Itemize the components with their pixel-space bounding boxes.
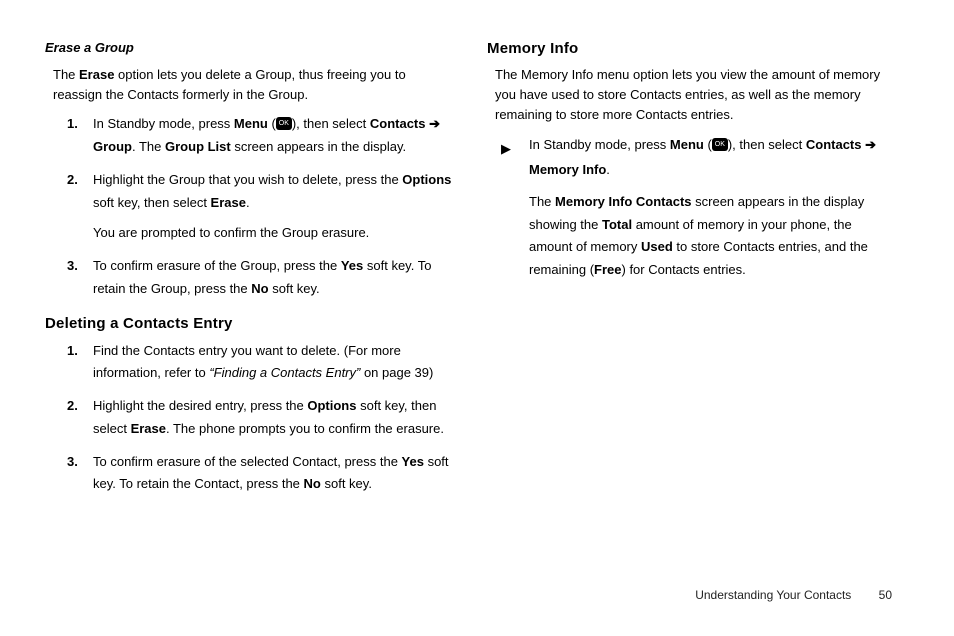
list-item: 3. To confirm erasure of the selected Co…: [45, 451, 452, 497]
arrow-icon: ➔: [429, 116, 440, 131]
memory-info-steps: ▶ In Standby mode, press Menu (OK), then…: [487, 133, 894, 281]
text-bold: Erase: [131, 421, 166, 436]
text-bold: No: [304, 476, 321, 491]
text: .: [606, 162, 610, 177]
step-number: 2.: [67, 395, 78, 418]
list-item: ▶ In Standby mode, press Menu (OK), then…: [487, 133, 894, 281]
deleting-steps: 1. Find the Contacts entry you want to d…: [45, 340, 452, 497]
step-number: 3.: [67, 255, 78, 278]
text-bold: No: [251, 281, 268, 296]
text: In Standby mode, press: [93, 116, 234, 131]
footer-page-number: 50: [879, 588, 892, 602]
heading-erase-a-group: Erase a Group: [45, 40, 452, 55]
text: screen appears in the display.: [231, 139, 406, 154]
text-bold: Memory Info: [529, 162, 606, 177]
heading-deleting-contacts: Deleting a Contacts Entry: [45, 315, 452, 332]
step-number: 1.: [67, 340, 78, 363]
text: To confirm erasure of the selected Conta…: [93, 454, 402, 469]
text: (: [268, 116, 276, 131]
step-number: 3.: [67, 451, 78, 474]
erase-group-intro: The Erase option lets you delete a Group…: [53, 65, 452, 105]
left-column: Erase a Group The Erase option lets you …: [45, 40, 452, 510]
text-bold: Used: [641, 239, 673, 254]
text-italic: “Finding a Contacts Entry”: [209, 365, 360, 380]
step-number: 2.: [67, 169, 78, 192]
right-column: Memory Info The Memory Info menu option …: [487, 40, 894, 510]
text: ) for Contacts entries.: [622, 262, 746, 277]
page-footer: Understanding Your Contacts 50: [695, 588, 892, 602]
text: soft key.: [269, 281, 320, 296]
text-bold: Menu: [234, 116, 268, 131]
text-bold: Options: [307, 398, 356, 413]
text-bold: Menu: [670, 137, 704, 152]
text-bold: Memory Info Contacts: [555, 194, 692, 209]
text: . The phone prompts you to confirm the e…: [166, 421, 444, 436]
ok-key-icon: OK: [276, 117, 292, 130]
text: . The: [132, 139, 165, 154]
step-number: 1.: [67, 113, 78, 136]
text: To confirm erasure of the Group, press t…: [93, 258, 341, 273]
list-item: 2. Highlight the Group that you wish to …: [45, 169, 452, 245]
text-bold: Contacts: [806, 137, 862, 152]
text: .: [246, 195, 250, 210]
list-item: 2. Highlight the desired entry, press th…: [45, 395, 452, 441]
triangle-bullet-icon: ▶: [501, 137, 511, 162]
text: soft key, then select: [93, 195, 211, 210]
text-bold: Yes: [402, 454, 424, 469]
text: Highlight the Group that you wish to del…: [93, 172, 402, 187]
text-bold: Yes: [341, 258, 363, 273]
text: The: [529, 194, 555, 209]
list-item: 3. To confirm erasure of the Group, pres…: [45, 255, 452, 301]
arrow-icon: ➔: [865, 137, 876, 152]
text-bold: Free: [594, 262, 621, 277]
footer-section-title: Understanding Your Contacts: [695, 588, 851, 602]
text: In Standby mode, press: [529, 137, 670, 152]
text: The: [53, 67, 79, 82]
text: (: [704, 137, 712, 152]
text: on page 39): [360, 365, 433, 380]
text-bold: Options: [402, 172, 451, 187]
text-bold: Group List: [165, 139, 231, 154]
text-bold: Group: [93, 139, 132, 154]
list-item: 1. Find the Contacts entry you want to d…: [45, 340, 452, 386]
text-bold: Contacts: [370, 116, 426, 131]
text-bold: Erase: [211, 195, 246, 210]
memory-info-intro: The Memory Info menu option lets you vie…: [495, 65, 894, 125]
text: Highlight the desired entry, press the: [93, 398, 307, 413]
step-note: You are prompted to confirm the Group er…: [93, 222, 452, 245]
page-columns: Erase a Group The Erase option lets you …: [45, 40, 894, 510]
ok-key-icon: OK: [712, 138, 728, 151]
list-item: 1. In Standby mode, press Menu (OK), the…: [45, 113, 452, 159]
text: soft key.: [321, 476, 372, 491]
text-bold: Total: [602, 217, 632, 232]
text: ), then select: [292, 116, 370, 131]
heading-memory-info: Memory Info: [487, 40, 894, 57]
text-bold: Erase: [79, 67, 114, 82]
text: ), then select: [728, 137, 806, 152]
erase-group-steps: 1. In Standby mode, press Menu (OK), the…: [45, 113, 452, 300]
step-note: The Memory Info Contacts screen appears …: [529, 191, 894, 282]
